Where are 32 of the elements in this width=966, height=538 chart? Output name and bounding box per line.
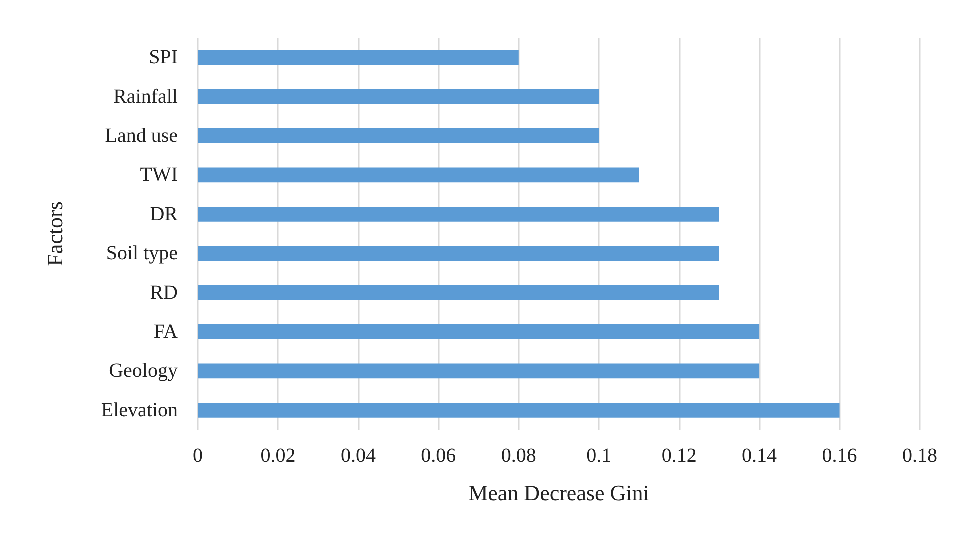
x-tick-label: 0.1 (586, 445, 612, 467)
x-tick-label: 0.12 (662, 445, 697, 467)
bar (198, 128, 600, 144)
bar (198, 402, 840, 418)
y-tick-label: FA (154, 321, 179, 343)
y-tick-label: Geology (109, 360, 178, 382)
y-tick-label: Elevation (101, 399, 178, 422)
x-tick-label: 0 (193, 445, 203, 467)
bar (198, 206, 720, 222)
x-tick-label: 0.06 (421, 445, 456, 467)
y-tick-label: RD (150, 282, 178, 304)
x-tick-label: 0.02 (260, 445, 296, 467)
x-axis-title: Mean Decrease Gini (468, 480, 650, 506)
bar (198, 246, 720, 262)
y-axis-title: Factors (42, 202, 68, 266)
y-tick-label: Land use (105, 125, 178, 147)
bar (198, 364, 760, 379)
y-tick-label: Rainfall (114, 86, 178, 108)
x-tick-label: 0.18 (902, 445, 938, 467)
y-tick-label: Soil type (106, 242, 178, 265)
x-tick-label: 0.08 (501, 445, 536, 467)
y-tick-label: TWI (140, 164, 178, 186)
x-tick-label: 0.14 (742, 445, 778, 467)
bar (198, 285, 720, 300)
bar (198, 89, 600, 104)
bar (198, 324, 760, 340)
bar (198, 50, 519, 66)
bar (198, 168, 640, 183)
x-tick-label: 0.16 (822, 445, 858, 467)
x-tick-label: 0.04 (340, 445, 376, 467)
y-tick-label: SPI (149, 46, 178, 69)
y-tick-label: DR (150, 203, 179, 226)
